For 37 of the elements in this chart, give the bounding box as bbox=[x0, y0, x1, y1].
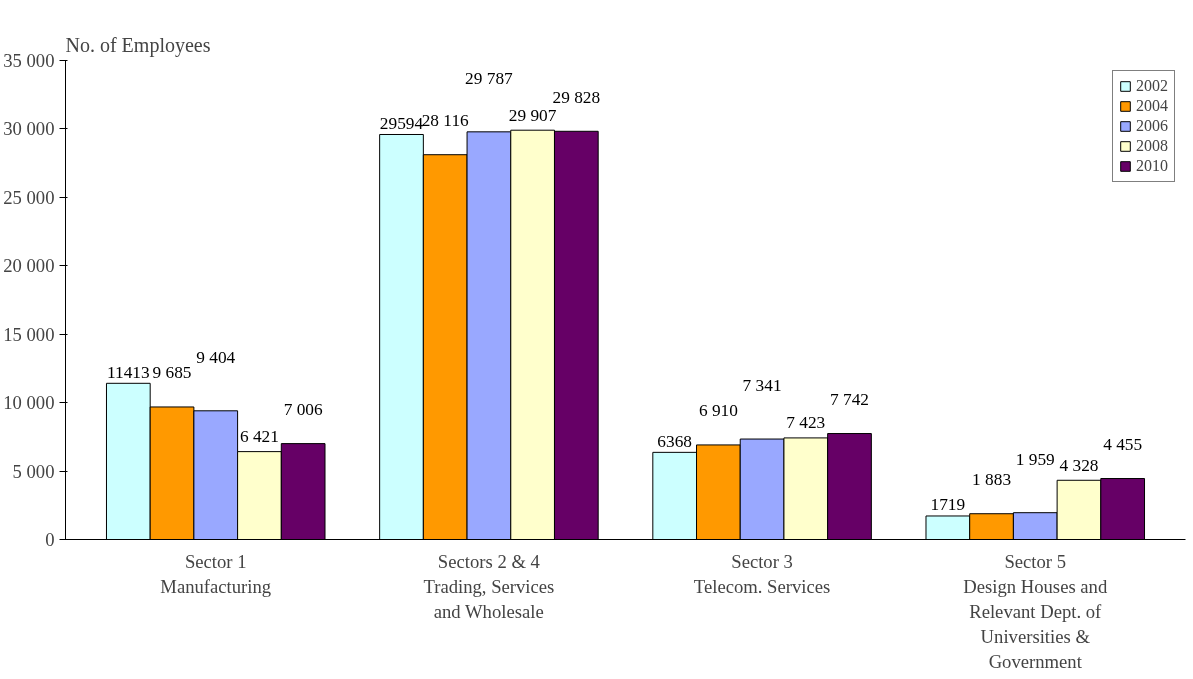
data-label: 7 423 bbox=[786, 413, 826, 433]
data-label: 1 959 bbox=[1015, 449, 1055, 469]
legend-label: 2006 bbox=[1136, 117, 1168, 135]
y-tick-label: 20 000 bbox=[3, 255, 55, 277]
data-label: 29 907 bbox=[508, 105, 557, 125]
legend-label: 2004 bbox=[1136, 97, 1168, 115]
data-label: 4 328 bbox=[1059, 455, 1099, 475]
data-label: 1719 bbox=[930, 495, 966, 515]
x-tick-label: Sector 3 Telecom. Services bbox=[693, 550, 831, 597]
data-label: 11413 bbox=[106, 362, 150, 382]
data-label: 7 006 bbox=[283, 399, 323, 419]
data-label: 1 883 bbox=[972, 470, 1012, 490]
y-tick-label: 0 bbox=[45, 529, 55, 550]
chart-title: No. of Employees bbox=[65, 33, 211, 57]
data-label: 4 455 bbox=[1103, 434, 1143, 454]
y-tick-label: 15 000 bbox=[3, 323, 55, 345]
data-label: 29594 bbox=[379, 114, 424, 134]
data-label: 7 742 bbox=[830, 389, 870, 409]
x-tick-label: Sector 1 Manufacturing bbox=[160, 550, 272, 597]
data-label: 29 828 bbox=[552, 87, 601, 107]
data-label: 29 787 bbox=[465, 69, 514, 89]
data-label: 9 404 bbox=[196, 348, 236, 368]
y-tick-label: 10 000 bbox=[3, 392, 55, 414]
legend-label: 2008 bbox=[1136, 137, 1168, 155]
y-tick-label: 5 000 bbox=[12, 460, 55, 482]
data-label: 6 910 bbox=[698, 401, 738, 421]
y-tick-label: 25 000 bbox=[3, 186, 55, 208]
data-label: 9 685 bbox=[152, 363, 192, 383]
x-tick-label: Sector 5 Design Houses and Relevant Dept. of Universities & Government bbox=[963, 550, 1108, 673]
data-label: 6 421 bbox=[239, 427, 279, 447]
y-tick-label: 35 000 bbox=[3, 50, 55, 71]
data-label: 6368 bbox=[657, 431, 692, 451]
x-tick-label: Sectors 2 & 4 Trading, Services and Wholesale bbox=[423, 550, 555, 622]
y-tick-label: 30 000 bbox=[3, 118, 55, 140]
data-label: 7 341 bbox=[742, 376, 782, 396]
legend-label: 2002 bbox=[1136, 77, 1168, 95]
legend-label: 2010 bbox=[1136, 157, 1168, 175]
